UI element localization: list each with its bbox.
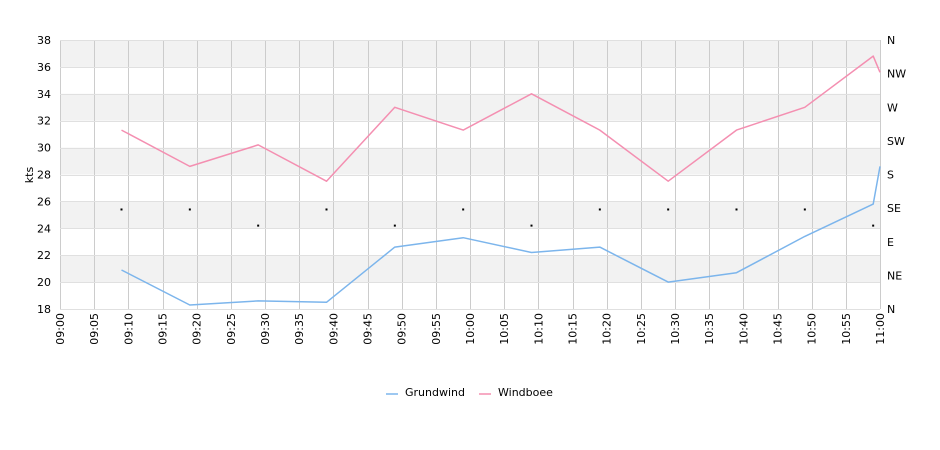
direction-markers bbox=[120, 208, 875, 227]
legend: Grundwind Windboee bbox=[386, 386, 553, 399]
legend-label-windboee: Windboee bbox=[498, 386, 553, 399]
series-line-windboee bbox=[121, 55, 881, 182]
x-axis-ticks: 09:00 09:05 09:10 09:15 09:20 09:25 09:30 09:35… bbox=[54, 313, 887, 345]
legend-item-windboee[interactable]: Windboee bbox=[479, 386, 553, 399]
direction-marker bbox=[530, 224, 533, 227]
direction-tick-label: N bbox=[887, 303, 895, 316]
y-tick-label: 34 bbox=[37, 88, 51, 101]
direction-marker bbox=[872, 224, 875, 227]
direction-marker bbox=[393, 224, 396, 227]
x-tick-label: 11:00 bbox=[874, 313, 887, 345]
direction-tick-label: N bbox=[887, 34, 895, 47]
x-tick-label: 09:55 bbox=[430, 313, 443, 345]
y-tick-label: 36 bbox=[37, 61, 51, 74]
y-tick-label: 28 bbox=[37, 169, 51, 182]
direction-tick-label: NE bbox=[887, 269, 902, 282]
direction-marker bbox=[735, 208, 738, 211]
x-tick-label: 09:50 bbox=[396, 313, 409, 345]
y-tick-label: 22 bbox=[37, 249, 51, 262]
series-layer bbox=[121, 55, 881, 306]
x-tick-label: 10:45 bbox=[772, 313, 785, 345]
y-axis-ticks: 18 20 22 24 26 28 30 32 34 36 38 bbox=[37, 34, 51, 316]
x-tick-label: 10:25 bbox=[635, 313, 648, 345]
y-tick-label: 20 bbox=[37, 276, 51, 289]
y-gridlines bbox=[60, 40, 880, 310]
x-tick-label: 09:15 bbox=[157, 313, 170, 345]
direction-axis-ticks: N NE E SE S SW W NW N bbox=[887, 34, 906, 316]
x-tick-label: 09:35 bbox=[293, 313, 306, 345]
x-tick-label: 10:50 bbox=[806, 313, 819, 345]
x-tick-label: 10:40 bbox=[737, 313, 750, 345]
x-tick-label: 09:10 bbox=[122, 313, 135, 345]
direction-tick-label: E bbox=[887, 236, 894, 249]
x-tick-label: 09:00 bbox=[54, 313, 67, 345]
series-line-grundwind bbox=[121, 166, 881, 306]
y-axis-title: kts bbox=[23, 167, 36, 184]
x-tick-label: 09:25 bbox=[225, 313, 238, 345]
direction-marker bbox=[667, 208, 670, 211]
x-tick-label: 09:40 bbox=[327, 313, 340, 345]
x-tick-label: 10:10 bbox=[532, 313, 545, 345]
y-tick-label: 18 bbox=[37, 303, 51, 316]
x-tick-label: 10:55 bbox=[840, 313, 853, 345]
x-tick-label: 10:30 bbox=[669, 313, 682, 345]
x-tick-label: 09:45 bbox=[362, 313, 375, 345]
direction-tick-label: W bbox=[887, 101, 898, 114]
x-tick-label: 10:15 bbox=[567, 313, 580, 345]
x-tick-label: 09:30 bbox=[259, 313, 272, 345]
x-tick-label: 09:05 bbox=[88, 313, 101, 345]
direction-tick-label: SW bbox=[887, 135, 905, 148]
y-tick-label: 38 bbox=[37, 34, 51, 47]
direction-marker bbox=[598, 208, 601, 211]
y-tick-label: 30 bbox=[37, 142, 51, 155]
direction-tick-label: NW bbox=[887, 68, 906, 81]
x-tick-label: 10:20 bbox=[601, 313, 614, 345]
x-tick-label: 10:35 bbox=[703, 313, 716, 345]
direction-marker bbox=[325, 208, 328, 211]
direction-marker bbox=[257, 224, 260, 227]
direction-marker bbox=[188, 208, 191, 211]
direction-marker bbox=[803, 208, 806, 211]
x-tick-label: 10:00 bbox=[464, 313, 477, 345]
y-tick-label: 24 bbox=[37, 222, 51, 235]
x-tick-label: 09:20 bbox=[191, 313, 204, 345]
direction-marker bbox=[462, 208, 465, 211]
legend-label-grundwind: Grundwind bbox=[405, 386, 465, 399]
y-tick-label: 32 bbox=[37, 115, 51, 128]
legend-item-grundwind[interactable]: Grundwind bbox=[386, 386, 465, 399]
y-tick-label: 26 bbox=[37, 195, 51, 208]
x-gridlines bbox=[60, 40, 881, 309]
direction-tick-label: SE bbox=[887, 202, 901, 215]
direction-tick-label: S bbox=[887, 169, 894, 182]
x-tick-label: 10:05 bbox=[498, 313, 511, 345]
direction-marker bbox=[120, 208, 123, 211]
